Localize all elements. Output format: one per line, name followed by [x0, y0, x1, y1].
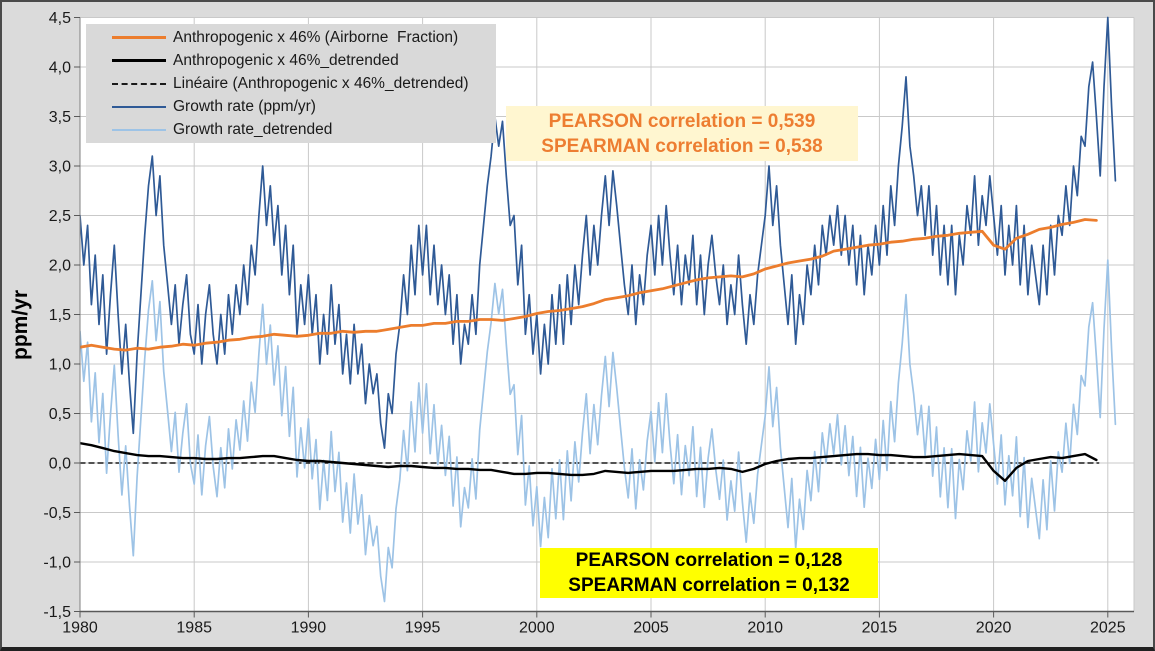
- correlation-annotation-raw: PEARSON correlation = 0,539 SPEARMAN cor…: [506, 106, 858, 161]
- legend-item-growth-rate: Growth rate (ppm/yr): [112, 95, 496, 118]
- x-tick-label: 2000: [519, 620, 555, 637]
- y-tick-label: 1,0: [49, 357, 71, 374]
- y-axis-title: ppm/yr: [4, 2, 38, 647]
- legend-label: Linéaire (Anthropogenic x 46%_detrended): [173, 74, 469, 92]
- x-tick-label: 1995: [405, 620, 441, 637]
- legend-line-sample-orange: [112, 36, 166, 39]
- series-line: [80, 218, 1098, 352]
- y-tick-label: 3,5: [49, 109, 71, 126]
- y-tick-label: 3,0: [49, 159, 71, 176]
- x-tick-label: 1990: [291, 620, 327, 637]
- legend-label: Anthropogenic x 46% (Airborne Fraction): [173, 28, 459, 46]
- y-tick-label: -1,0: [43, 555, 71, 572]
- legend-label: Growth rate (ppm/yr): [173, 97, 316, 115]
- y-tick-label: -0,5: [43, 505, 71, 522]
- legend-label: Anthropogenic x 46%_detrended: [173, 51, 399, 69]
- x-tick-label: 1985: [176, 620, 212, 637]
- pearson-correlation-raw: PEARSON correlation = 0,539: [548, 110, 816, 132]
- series-line: [80, 259, 1117, 603]
- series-line: [80, 442, 1098, 482]
- y-tick-label: 4,5: [49, 10, 71, 27]
- legend: Anthropogenic x 46% (Airborne Fraction) …: [86, 24, 496, 143]
- legend-label: Growth rate_detrended: [173, 120, 333, 138]
- correlation-annotation-detrended: PEARSON correlation = 0,128 SPEARMAN cor…: [540, 548, 878, 598]
- spearman-correlation-raw: SPEARMAN correlation = 0,538: [541, 135, 823, 157]
- x-tick-label: 2005: [633, 620, 669, 637]
- legend-line-sample-darkblue: [112, 105, 166, 108]
- y-tick-label: 0,5: [49, 406, 71, 423]
- x-tick-label: 2020: [976, 620, 1012, 637]
- y-tick-label: 2,0: [49, 258, 71, 275]
- legend-item-linear-trend: Linéaire (Anthropogenic x 46%_detrended): [112, 72, 496, 95]
- y-tick-label: -1,5: [43, 604, 71, 621]
- legend-item-anthropogenic-detrended: Anthropogenic x 46%_detrended: [112, 49, 496, 72]
- legend-item-growth-rate-detrended: Growth rate_detrended: [112, 118, 496, 141]
- legend-item-anthropogenic: Anthropogenic x 46% (Airborne Fraction): [112, 26, 496, 49]
- spearman-correlation-detrended: SPEARMAN correlation = 0,132: [568, 575, 850, 596]
- y-tick-label: 4,0: [49, 60, 71, 77]
- legend-line-sample-lightblue: [112, 128, 166, 131]
- series-line: [80, 16, 1117, 449]
- y-tick-label: 2,5: [49, 208, 71, 225]
- x-tick-label: 2010: [747, 620, 783, 637]
- y-tick-label: 0,0: [49, 456, 71, 473]
- y-axis-title-text: ppm/yr: [9, 289, 33, 360]
- legend-line-sample-dashed: [112, 82, 166, 85]
- x-tick-label: 2025: [1090, 620, 1126, 637]
- x-tick-label: 2015: [862, 620, 898, 637]
- y-tick-label: 1,5: [49, 307, 71, 324]
- pearson-correlation-detrended: PEARSON correlation = 0,128: [575, 550, 843, 571]
- legend-line-sample-black: [112, 59, 166, 62]
- x-tick-label: 1980: [62, 620, 98, 637]
